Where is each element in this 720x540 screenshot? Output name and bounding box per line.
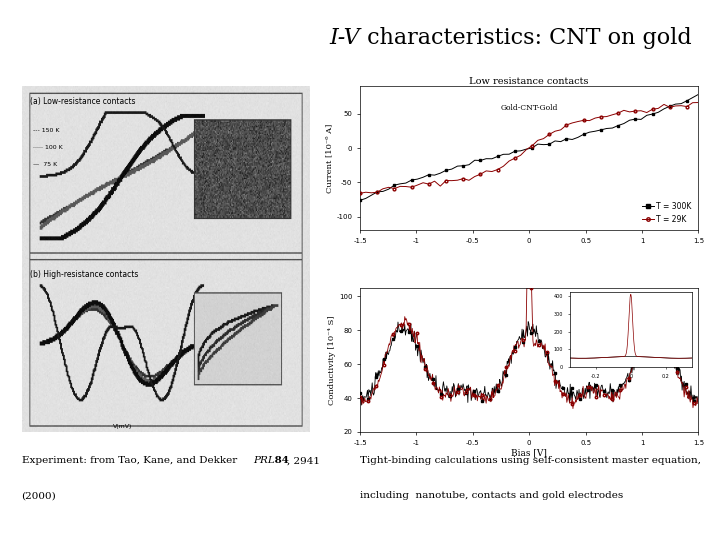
Text: Experiment: from Tao, Kane, and Dekker: Experiment: from Tao, Kane, and Dekker — [22, 456, 240, 465]
Text: Tight-binding calculations using self-consistent master equation,: Tight-binding calculations using self-co… — [360, 456, 701, 465]
Title: Low resistance contacts: Low resistance contacts — [469, 77, 589, 86]
Text: characteristics: CNT on gold: characteristics: CNT on gold — [360, 27, 692, 49]
Text: --- 150 K: --- 150 K — [33, 128, 60, 133]
Text: (2000): (2000) — [22, 491, 56, 501]
Text: PRL: PRL — [253, 456, 275, 465]
X-axis label: Bias [V]: Bias [V] — [511, 448, 547, 457]
Text: , 2941: , 2941 — [287, 456, 320, 465]
Y-axis label: Conductivity [10⁻⁴ S]: Conductivity [10⁻⁴ S] — [328, 315, 336, 405]
Y-axis label: Current [10⁻⁶ A]: Current [10⁻⁶ A] — [325, 124, 333, 193]
Legend: T = 300K, T = 29K: T = 300K, T = 29K — [639, 199, 695, 227]
Text: ····· 100 K: ····· 100 K — [33, 145, 63, 150]
Text: Gold-CNT-Gold: Gold-CNT-Gold — [500, 104, 558, 112]
Text: 84: 84 — [271, 456, 289, 465]
Text: including  nanotube, contacts and gold electrodes: including nanotube, contacts and gold el… — [360, 491, 624, 501]
Text: I-V: I-V — [329, 27, 360, 49]
Text: V(mV): V(mV) — [113, 423, 132, 429]
Text: (b) High-resistance contacts: (b) High-resistance contacts — [30, 269, 139, 279]
Text: —  75 K: — 75 K — [33, 163, 58, 167]
Text: (a) Low-resistance contacts: (a) Low-resistance contacts — [30, 97, 136, 106]
